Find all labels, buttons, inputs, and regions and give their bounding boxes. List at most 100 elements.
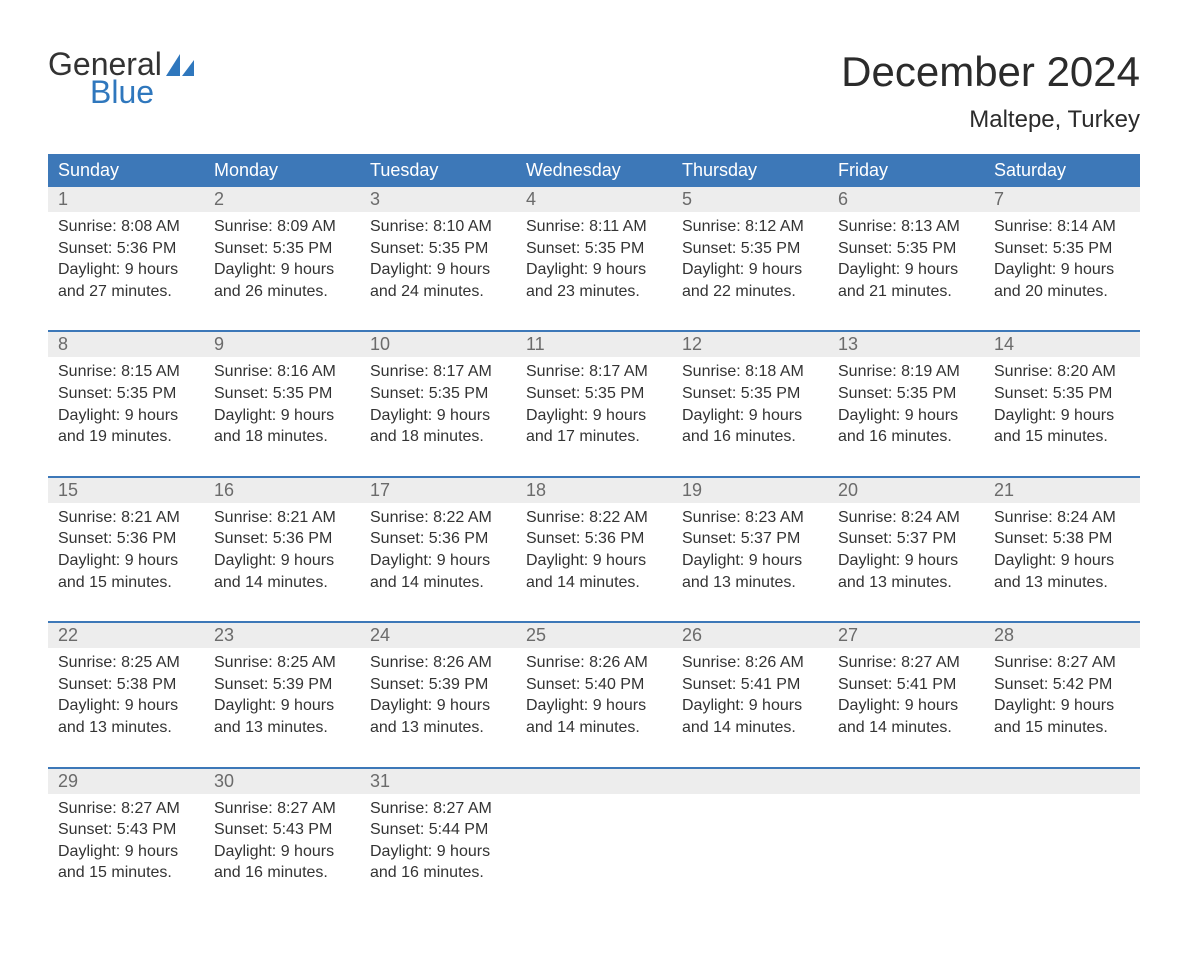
- day-cell: Sunrise: 8:17 AMSunset: 5:35 PMDaylight:…: [360, 357, 516, 476]
- daylight-text-1: Daylight: 9 hours: [370, 405, 506, 427]
- sunrise-text: Sunrise: 8:12 AM: [682, 216, 818, 238]
- sunrise-text: Sunrise: 8:19 AM: [838, 361, 974, 383]
- day-number: 7: [984, 187, 1140, 212]
- sunset-text: Sunset: 5:37 PM: [838, 528, 974, 550]
- day-number: 28: [984, 623, 1140, 648]
- daylight-text-2: and 14 minutes.: [838, 717, 974, 739]
- day-cell: Sunrise: 8:26 AMSunset: 5:41 PMDaylight:…: [672, 648, 828, 767]
- sunset-text: Sunset: 5:36 PM: [58, 238, 194, 260]
- day-number: 29: [48, 769, 204, 794]
- logo: General Blue: [48, 48, 194, 108]
- daylight-text-2: and 16 minutes.: [214, 862, 350, 884]
- daylight-text-1: Daylight: 9 hours: [526, 405, 662, 427]
- daylight-text-2: and 19 minutes.: [58, 426, 194, 448]
- sunset-text: Sunset: 5:40 PM: [526, 674, 662, 696]
- daylight-text-2: and 20 minutes.: [994, 281, 1130, 303]
- day-number: 30: [204, 769, 360, 794]
- sunrise-text: Sunrise: 8:16 AM: [214, 361, 350, 383]
- sunrise-text: Sunrise: 8:09 AM: [214, 216, 350, 238]
- day-cell: [828, 794, 984, 912]
- daylight-text-1: Daylight: 9 hours: [214, 259, 350, 281]
- day-cell: [516, 794, 672, 912]
- sunrise-text: Sunrise: 8:10 AM: [370, 216, 506, 238]
- sunset-text: Sunset: 5:35 PM: [838, 238, 974, 260]
- sunrise-text: Sunrise: 8:20 AM: [994, 361, 1130, 383]
- day-data-row: Sunrise: 8:21 AMSunset: 5:36 PMDaylight:…: [48, 503, 1140, 622]
- daylight-text-1: Daylight: 9 hours: [994, 405, 1130, 427]
- daylight-text-1: Daylight: 9 hours: [994, 259, 1130, 281]
- day-cell: Sunrise: 8:20 AMSunset: 5:35 PMDaylight:…: [984, 357, 1140, 476]
- day-header: Thursday: [672, 154, 828, 187]
- sunrise-text: Sunrise: 8:21 AM: [214, 507, 350, 529]
- daylight-text-1: Daylight: 9 hours: [58, 695, 194, 717]
- sunset-text: Sunset: 5:35 PM: [526, 238, 662, 260]
- daylight-text-2: and 13 minutes.: [838, 572, 974, 594]
- day-number: 20: [828, 478, 984, 503]
- daylight-text-1: Daylight: 9 hours: [58, 405, 194, 427]
- day-cell: Sunrise: 8:21 AMSunset: 5:36 PMDaylight:…: [48, 503, 204, 622]
- calendar-table: Sunday Monday Tuesday Wednesday Thursday…: [48, 154, 1140, 912]
- daylight-text-2: and 14 minutes.: [526, 572, 662, 594]
- day-number: 31: [360, 769, 516, 794]
- daylight-text-1: Daylight: 9 hours: [526, 695, 662, 717]
- daylight-text-1: Daylight: 9 hours: [838, 550, 974, 572]
- daylight-text-1: Daylight: 9 hours: [58, 259, 194, 281]
- daylight-text-2: and 15 minutes.: [58, 862, 194, 884]
- daylight-text-2: and 16 minutes.: [682, 426, 818, 448]
- day-header: Wednesday: [516, 154, 672, 187]
- day-cell: Sunrise: 8:26 AMSunset: 5:40 PMDaylight:…: [516, 648, 672, 767]
- sunset-text: Sunset: 5:35 PM: [994, 383, 1130, 405]
- day-number: 13: [828, 332, 984, 357]
- daylight-text-2: and 13 minutes.: [214, 717, 350, 739]
- page-header: General Blue December 2024 Maltepe, Turk…: [48, 48, 1140, 134]
- day-number: 22: [48, 623, 204, 648]
- sunrise-text: Sunrise: 8:22 AM: [526, 507, 662, 529]
- daylight-text-1: Daylight: 9 hours: [526, 550, 662, 572]
- sunset-text: Sunset: 5:44 PM: [370, 819, 506, 841]
- sunrise-text: Sunrise: 8:18 AM: [682, 361, 818, 383]
- sunset-text: Sunset: 5:41 PM: [682, 674, 818, 696]
- day-header: Sunday: [48, 154, 204, 187]
- day-number: 18: [516, 478, 672, 503]
- day-number: 11: [516, 332, 672, 357]
- day-data-row: Sunrise: 8:08 AMSunset: 5:36 PMDaylight:…: [48, 212, 1140, 331]
- day-number: 16: [204, 478, 360, 503]
- daylight-text-1: Daylight: 9 hours: [370, 550, 506, 572]
- day-header: Saturday: [984, 154, 1140, 187]
- day-number: 3: [360, 187, 516, 212]
- sunset-text: Sunset: 5:38 PM: [58, 674, 194, 696]
- sunrise-text: Sunrise: 8:17 AM: [526, 361, 662, 383]
- sunset-text: Sunset: 5:36 PM: [370, 528, 506, 550]
- daylight-text-2: and 15 minutes.: [994, 717, 1130, 739]
- day-cell: Sunrise: 8:16 AMSunset: 5:35 PMDaylight:…: [204, 357, 360, 476]
- sunset-text: Sunset: 5:35 PM: [994, 238, 1130, 260]
- sunset-text: Sunset: 5:35 PM: [838, 383, 974, 405]
- month-title: December 2024: [841, 48, 1140, 96]
- sunset-text: Sunset: 5:38 PM: [994, 528, 1130, 550]
- day-cell: Sunrise: 8:11 AMSunset: 5:35 PMDaylight:…: [516, 212, 672, 331]
- day-data-row: Sunrise: 8:27 AMSunset: 5:43 PMDaylight:…: [48, 794, 1140, 912]
- daylight-text-2: and 16 minutes.: [370, 862, 506, 884]
- daylight-text-2: and 17 minutes.: [526, 426, 662, 448]
- day-number: [828, 769, 984, 794]
- title-block: December 2024 Maltepe, Turkey: [841, 48, 1140, 134]
- sunrise-text: Sunrise: 8:17 AM: [370, 361, 506, 383]
- daylight-text-1: Daylight: 9 hours: [838, 405, 974, 427]
- sunset-text: Sunset: 5:36 PM: [58, 528, 194, 550]
- day-cell: Sunrise: 8:13 AMSunset: 5:35 PMDaylight:…: [828, 212, 984, 331]
- sunrise-text: Sunrise: 8:13 AM: [838, 216, 974, 238]
- day-cell: Sunrise: 8:08 AMSunset: 5:36 PMDaylight:…: [48, 212, 204, 331]
- sunrise-text: Sunrise: 8:26 AM: [526, 652, 662, 674]
- day-number: 21: [984, 478, 1140, 503]
- sunset-text: Sunset: 5:35 PM: [682, 383, 818, 405]
- sunset-text: Sunset: 5:35 PM: [526, 383, 662, 405]
- daylight-text-2: and 26 minutes.: [214, 281, 350, 303]
- daylight-text-1: Daylight: 9 hours: [994, 695, 1130, 717]
- sunset-text: Sunset: 5:43 PM: [214, 819, 350, 841]
- day-number-row: 22232425262728: [48, 623, 1140, 648]
- sunrise-text: Sunrise: 8:26 AM: [370, 652, 506, 674]
- daylight-text-1: Daylight: 9 hours: [526, 259, 662, 281]
- day-number: [984, 769, 1140, 794]
- day-cell: Sunrise: 8:17 AMSunset: 5:35 PMDaylight:…: [516, 357, 672, 476]
- daylight-text-1: Daylight: 9 hours: [370, 695, 506, 717]
